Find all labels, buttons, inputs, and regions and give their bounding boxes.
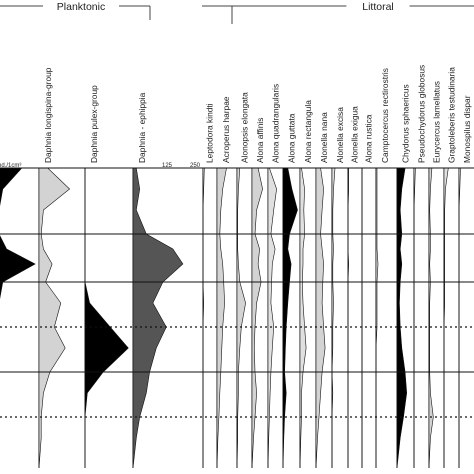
series-name-label: Alonopsis elongata: [239, 92, 249, 163]
axis-tick-label: 250: [190, 163, 201, 169]
series-area: [236, 167, 246, 469]
series-name-label: Camptocercus rectirostris: [380, 68, 390, 163]
series-name-label: Chydorus sphaericus: [400, 84, 410, 163]
series-name-label: Leptodora kindti: [205, 103, 215, 163]
series-area: [38, 167, 71, 469]
chart-series-areas: [0, 167, 461, 469]
series-name-label: Alona affinis: [255, 118, 265, 163]
series-area: [458, 167, 461, 468]
chart-zone-lines: [0, 167, 474, 418]
series-name-label: Monospilus dispar: [462, 95, 472, 163]
series-area: [375, 167, 379, 468]
series-name-label: Alonella excisa: [335, 107, 345, 163]
series-name-label: Eurycercus lamellatus: [431, 81, 441, 163]
series-area: [84, 168, 129, 468]
series-area: [413, 167, 416, 468]
series-area: [0, 167, 36, 300]
series-name-label: Graptoleberis testudinaria: [446, 67, 456, 163]
series-area: [315, 167, 326, 469]
series-area: [202, 167, 205, 468]
series-area: [299, 167, 307, 469]
series-name-label: Acroperus harpae: [221, 96, 231, 163]
series-area: [282, 167, 298, 469]
series-area: [331, 167, 336, 468]
series-area: [251, 167, 263, 469]
group-label: Littoral: [362, 1, 394, 13]
series-name-label: Alonella nana: [319, 112, 329, 163]
series-area: [267, 167, 277, 469]
series-area: [428, 167, 434, 469]
axis-tick-label: 125: [162, 163, 173, 169]
series-name-label: Alonella exigua: [350, 106, 360, 163]
series-area: [347, 167, 350, 468]
series-area: [216, 167, 227, 469]
series-name-label: Alona quadrangularis: [270, 84, 280, 163]
series-name-label: Daphnia - ephippia: [137, 92, 147, 163]
series-area: [443, 167, 449, 468]
group-label: Planktonic: [57, 1, 105, 13]
series-name-label: Pseudochydorus globosus: [416, 65, 426, 163]
series-name-label: Daphnia pulex-group: [89, 85, 99, 163]
series-name-label: Daphnia longispina-group: [43, 67, 53, 163]
chart-labels: Planktonic Littoral Daphnia longispina-gro…: [0, 1, 472, 169]
series-name-label: Alona guttata: [286, 113, 296, 163]
axis-unit-label: nd./1cm³: [0, 163, 21, 169]
series-area: [396, 167, 408, 469]
series-area: [132, 167, 184, 469]
series-name-label: Alona rectangula: [303, 100, 313, 163]
series-name-label: Alona rustica: [364, 114, 374, 163]
